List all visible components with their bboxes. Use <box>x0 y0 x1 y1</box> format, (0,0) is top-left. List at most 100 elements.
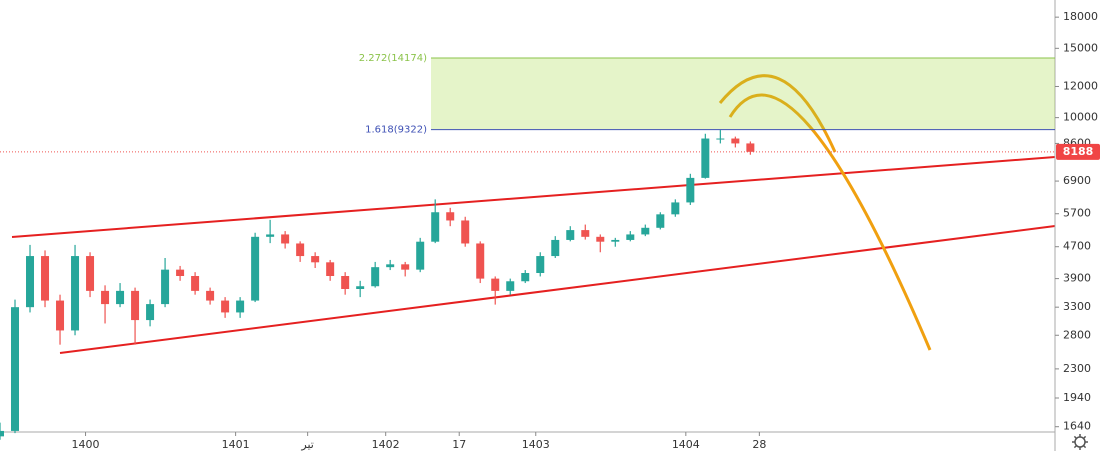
fib-label: 1.618(9322) <box>365 125 427 136</box>
candle-body <box>206 290 215 301</box>
candle-body <box>596 236 605 242</box>
last-price-box <box>1056 143 1100 160</box>
candle-body <box>371 267 380 287</box>
candle <box>461 216 470 247</box>
candle <box>326 259 335 281</box>
candle <box>206 287 215 305</box>
candle-body <box>146 304 155 321</box>
candle <box>86 252 95 298</box>
candle-body <box>116 290 125 305</box>
candle <box>536 252 545 277</box>
candle <box>101 285 110 324</box>
y-tick-label: 4700 <box>1063 240 1091 253</box>
candle-body <box>296 243 305 257</box>
channel-lower <box>59 225 1056 354</box>
candle <box>296 241 305 262</box>
candle-body <box>281 234 290 244</box>
candle <box>521 270 530 284</box>
candle <box>176 265 185 281</box>
candle <box>731 136 740 148</box>
candle <box>491 276 500 305</box>
candle-body <box>221 300 230 313</box>
last-price-label: 8188 <box>1063 145 1094 158</box>
candle <box>551 236 560 258</box>
candle-body <box>251 236 260 301</box>
candle-body <box>326 262 335 277</box>
candle-body <box>521 273 530 282</box>
x-tick-label: 1403 <box>522 438 550 451</box>
settings-icon[interactable] <box>1072 434 1088 450</box>
candle-body <box>191 276 200 291</box>
candle-body <box>356 286 365 290</box>
candle <box>266 219 275 244</box>
candle-body <box>41 256 50 301</box>
candle-body <box>746 143 755 152</box>
candle-body <box>401 264 410 270</box>
candle <box>356 280 365 298</box>
candle <box>701 133 710 179</box>
candle-body <box>551 239 560 257</box>
x-tick-label: 1400 <box>72 438 100 451</box>
candle-body <box>656 214 665 228</box>
y-tick-label: 15000 <box>1063 41 1098 54</box>
fib-label: 2.272(14174) <box>359 53 427 64</box>
candle <box>41 250 50 308</box>
candle-body <box>581 230 590 237</box>
x-tick-label: 17 <box>452 438 466 451</box>
candle-body <box>446 212 455 221</box>
candle-body <box>731 138 740 144</box>
candle-body <box>626 234 635 240</box>
candle <box>656 212 665 230</box>
candle-body <box>686 177 695 203</box>
y-tick-label: 10000 <box>1063 111 1098 124</box>
candle <box>281 231 290 249</box>
y-tick-label: 1640 <box>1063 420 1091 433</box>
x-tick-label: 1402 <box>372 438 400 451</box>
candle-body <box>86 256 95 291</box>
candle-body <box>56 300 65 331</box>
x-tick-label: 1404 <box>672 438 700 451</box>
candle <box>311 252 320 268</box>
x-tick-label: تیر <box>300 438 313 451</box>
candle <box>71 244 80 336</box>
candle <box>236 297 245 318</box>
candle <box>596 234 605 253</box>
candle-body <box>26 256 35 308</box>
candle <box>146 299 155 327</box>
candle <box>161 257 170 308</box>
candle-body <box>386 264 395 268</box>
x-tick-label: 28 <box>752 438 766 451</box>
candle <box>746 141 755 155</box>
y-tick-label: 6900 <box>1063 174 1091 187</box>
candle <box>446 207 455 227</box>
candle-body <box>71 256 80 331</box>
candle <box>416 237 425 273</box>
candle-body <box>101 290 110 305</box>
candle <box>611 237 620 247</box>
candle <box>116 283 125 308</box>
y-tick-label: 18000 <box>1063 10 1098 23</box>
candle <box>626 231 635 242</box>
projection-arc <box>718 74 837 153</box>
candle-body <box>566 230 575 240</box>
candle-body <box>476 243 485 279</box>
candle <box>566 226 575 242</box>
fib-zone <box>431 58 1055 130</box>
projection-arc <box>728 93 932 351</box>
candle <box>0 422 4 440</box>
candle-body <box>611 239 620 242</box>
candle <box>341 272 350 295</box>
candle-body <box>176 269 185 277</box>
candle <box>221 297 230 318</box>
candle-body <box>416 241 425 270</box>
candle <box>476 241 485 284</box>
candle-body <box>131 290 140 321</box>
x-tick-label: 1401 <box>222 438 250 451</box>
y-tick-label: 3300 <box>1063 300 1091 313</box>
y-tick-label: 3900 <box>1063 272 1091 285</box>
candle <box>131 287 140 345</box>
candle <box>26 244 35 313</box>
candle <box>506 278 515 295</box>
candle-body <box>536 256 545 274</box>
candle-body <box>716 138 725 140</box>
